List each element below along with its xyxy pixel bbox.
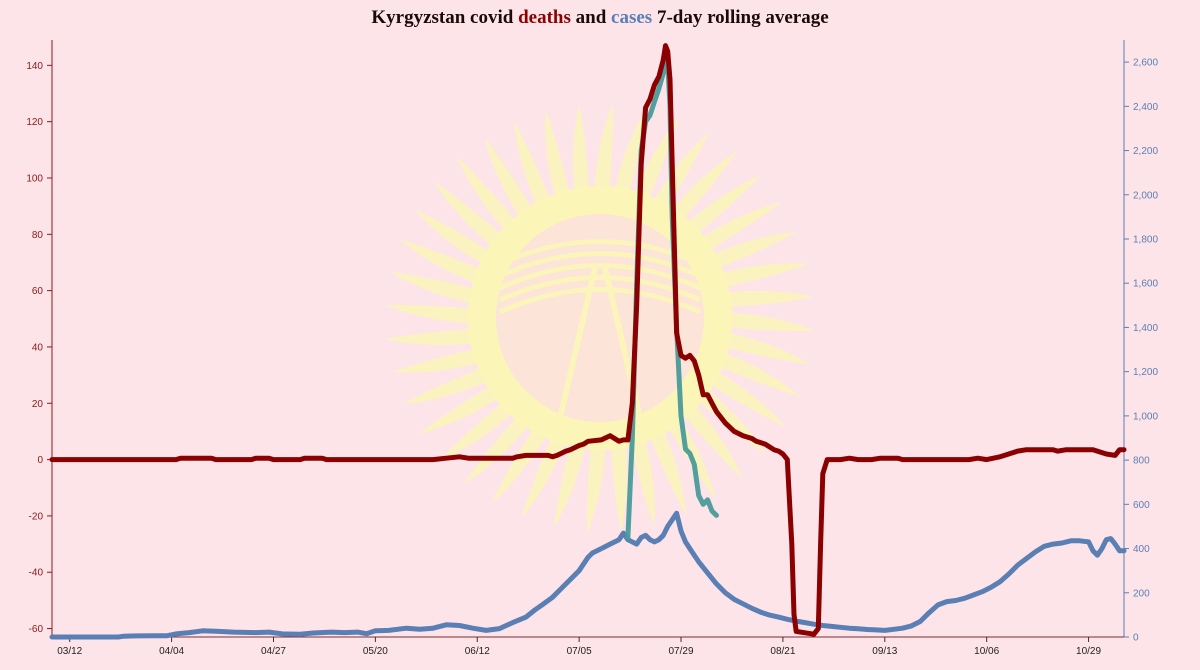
series-layer <box>49 43 1127 640</box>
sun-ray <box>414 209 498 269</box>
right-axis-tick-label: 1,000 <box>1133 411 1158 422</box>
sun-ray <box>631 117 679 207</box>
sun-ray <box>521 429 569 519</box>
x-axis-tick-label: 10/29 <box>1076 646 1101 657</box>
left-axis-tick-label: 60 <box>32 286 44 297</box>
sun-ray <box>717 290 814 308</box>
left-axis-tick-label: -60 <box>29 624 44 635</box>
x-axis-tick-label: 04/27 <box>261 646 286 657</box>
x-axis-tick-label: 05/20 <box>363 646 388 657</box>
sun-ray <box>439 396 520 461</box>
right-axis-tick-label: 2,200 <box>1133 146 1158 157</box>
sun-ray <box>386 328 483 346</box>
left-axis-tick-label: 40 <box>32 342 44 353</box>
left-axis-tick-label: 120 <box>26 117 43 128</box>
left-axis-tick-label: 0 <box>37 455 43 466</box>
sun-ray <box>704 232 798 272</box>
left-axis-tick-label: 100 <box>26 173 43 184</box>
kyrgyzstan-flag-sun-icon <box>385 103 815 533</box>
sun-ray <box>712 263 809 289</box>
x-axis-tick-label: 07/05 <box>567 646 592 657</box>
sun-ray <box>702 367 786 427</box>
sun-ray <box>491 420 551 504</box>
title-middle: and <box>570 7 612 28</box>
x-axis-tick-label: 10/06 <box>974 646 999 657</box>
left-axis-tick-label: 20 <box>32 399 44 410</box>
sun-ray <box>678 398 743 479</box>
title-suffix: 7-day rolling average <box>652 7 829 28</box>
chart-axes: 140120100806040200-20-40-602,6002,4002,2… <box>26 40 1158 657</box>
right-axis-tick-label: 2,600 <box>1133 58 1158 69</box>
sun-ray <box>646 422 686 516</box>
x-axis-tick-label: 06/12 <box>465 646 490 657</box>
sun-ray <box>649 132 709 216</box>
sun-ray <box>418 381 507 434</box>
cases-line <box>49 510 1127 640</box>
sun-ray <box>433 181 509 253</box>
right-axis-tick-label: 1,200 <box>1133 367 1158 378</box>
title-deaths-word: deaths <box>518 7 571 28</box>
x-axis-tick-label: 03/12 <box>57 646 82 657</box>
sun-ray <box>457 157 522 238</box>
sun-ray <box>716 330 810 365</box>
sun-inner-disc <box>496 214 704 422</box>
right-axis-tick-label: 1,800 <box>1133 235 1158 246</box>
sun-ray <box>612 108 647 202</box>
sun-ray <box>463 409 535 485</box>
title-prefix: Kyrgyzstan covid <box>371 7 519 28</box>
sun-ray <box>402 364 496 404</box>
sun-ray <box>719 312 815 331</box>
right-axis-tick-label: 400 <box>1133 544 1150 555</box>
sun-ray <box>610 435 628 532</box>
x-axis-tick-label: 09/13 <box>872 646 897 657</box>
title-cases-word: cases <box>611 7 653 28</box>
sun-ray <box>587 437 606 533</box>
sun-ray <box>665 151 737 227</box>
sun-ray <box>399 239 489 287</box>
right-axis-tick-label: 2,400 <box>1133 102 1158 113</box>
right-axis-tick-label: 200 <box>1133 588 1150 599</box>
sun-ray <box>572 104 590 201</box>
left-axis-tick-label: 80 <box>32 230 44 241</box>
left-axis-tick-label: -40 <box>29 568 44 579</box>
right-axis-tick-label: 1,400 <box>1133 323 1158 334</box>
right-axis-tick-label: 600 <box>1133 500 1150 511</box>
sun-ray <box>629 430 655 527</box>
right-axis-tick-label: 2,000 <box>1133 190 1158 201</box>
left-axis-tick-label: -20 <box>29 511 44 522</box>
sun-ray <box>390 271 484 306</box>
left-axis-tick-label: 140 <box>26 61 43 72</box>
chart-title: Kyrgyzstan covid deaths and cases 7-day … <box>0 7 1200 29</box>
sun-ray <box>545 109 571 206</box>
deaths-line <box>49 43 1127 637</box>
sun-ray <box>711 349 801 397</box>
x-axis-tick-label: 07/29 <box>669 646 694 657</box>
sun-ray <box>484 136 537 225</box>
sun-ray <box>391 347 488 373</box>
x-axis-tick-label: 04/04 <box>159 646 184 657</box>
sun-ray <box>514 120 554 214</box>
right-axis-tick-label: 800 <box>1133 456 1150 467</box>
sun-ray <box>680 175 761 240</box>
sun-ray <box>553 434 588 528</box>
right-axis-tick-label: 1,600 <box>1133 279 1158 290</box>
x-axis-tick-label: 08/21 <box>770 646 795 657</box>
sun-ray <box>693 202 782 255</box>
right-axis-tick-label: 0 <box>1133 633 1139 644</box>
sun-ray <box>594 103 613 199</box>
sun-ray <box>385 305 481 324</box>
